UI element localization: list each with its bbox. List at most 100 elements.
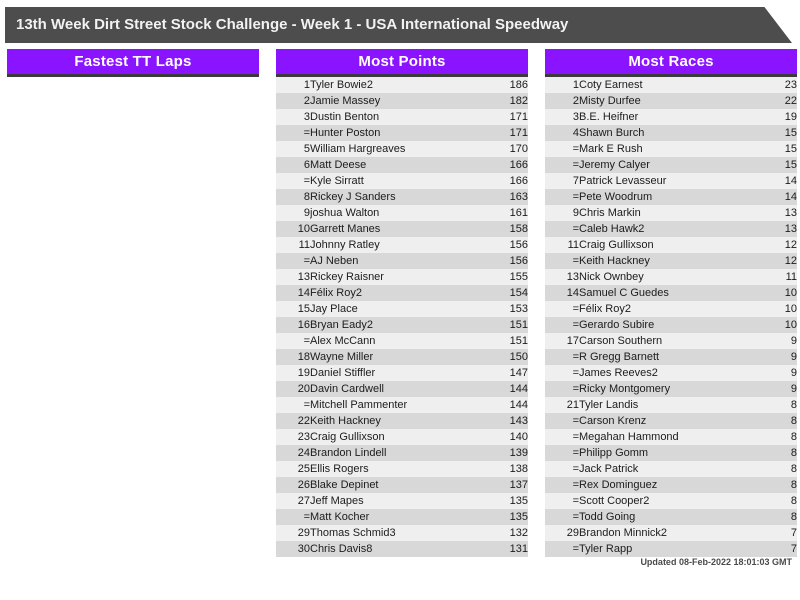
table-row: 26 Blake Depinet 137 — [276, 477, 528, 493]
row-driver-name: Matt Kocher — [310, 511, 370, 523]
row-rank: 6 — [303, 159, 310, 171]
row-value: 155 — [509, 271, 528, 283]
table-row: = Keith Hackney 12 — [545, 253, 797, 269]
row-value: 158 — [509, 223, 528, 235]
row-value: 9 — [790, 351, 797, 363]
panel-body-fastest-tt-laps — [7, 77, 259, 81]
row-value: 7 — [790, 527, 797, 539]
row-driver-name: Todd Going — [579, 511, 636, 523]
row-value: 8 — [790, 495, 797, 507]
row-value: 13 — [784, 223, 797, 235]
table-row: = Tyler Rapp 7 — [545, 541, 797, 557]
row-rank: 23 — [297, 431, 310, 443]
updated-timestamp: Updated 08-Feb-2022 18:01:03 GMT — [640, 557, 792, 567]
row-value: 182 — [509, 95, 528, 107]
table-row: 13 Nick Ownbey 11 — [545, 269, 797, 285]
row-driver-name: Hunter Poston — [310, 127, 381, 139]
table-row: 14 Samuel C Guedes 10 — [545, 285, 797, 301]
table-row: = Mark E Rush 15 — [545, 141, 797, 157]
table-row: 17 Carson Southern 9 — [545, 333, 797, 349]
row-value: 137 — [509, 479, 528, 491]
row-driver-name: joshua Walton — [310, 207, 380, 219]
page-title: 13th Week Dirt Street Stock Challenge - … — [16, 16, 569, 33]
table-row: = Caleb Hawk2 13 — [545, 221, 797, 237]
table-row: 7 Patrick Levasseur 14 — [545, 173, 797, 189]
title-banner-shape — [5, 7, 792, 43]
row-value: 151 — [509, 335, 528, 347]
row-rank: 17 — [566, 335, 579, 347]
row-value: 23 — [784, 79, 797, 91]
table-body-most-points: 1 Tyler Bowie2 186 2 Jamie Massey 182 3 Dustin … — [276, 77, 528, 557]
row-driver-name: Tyler Rapp — [579, 543, 633, 555]
row-value: 154 — [509, 287, 528, 299]
row-driver-name: Jay Place — [310, 303, 358, 315]
row-value: 10 — [784, 287, 797, 299]
row-rank: 3 — [572, 111, 579, 123]
table-row: = Jack Patrick 8 — [545, 461, 797, 477]
row-rank: 15 — [297, 303, 310, 315]
row-value: 131 — [509, 543, 528, 555]
table-row: = Kyle Sirratt 166 — [276, 173, 528, 189]
row-rank: 8 — [303, 191, 310, 203]
row-rank: 10 — [297, 223, 310, 235]
row-rank: 20 — [297, 383, 310, 395]
table-row: = R Gregg Barnett 9 — [545, 349, 797, 365]
row-value: 12 — [784, 239, 797, 251]
row-value: 143 — [509, 415, 528, 427]
panel-title-most-points: Most Points — [276, 49, 528, 77]
row-rank: 1 — [572, 79, 579, 91]
table-row: = Scott Cooper2 8 — [545, 493, 797, 509]
row-value: 13 — [784, 207, 797, 219]
table-most-points: 1 Tyler Bowie2 186 2 Jamie Massey 182 3 Dustin … — [276, 77, 528, 557]
table-row: 8 Rickey J Sanders 163 — [276, 189, 528, 205]
row-value: 150 — [509, 351, 528, 363]
row-rank: 29 — [566, 527, 579, 539]
row-driver-name: Rickey J Sanders — [310, 191, 396, 203]
row-rank: = — [572, 383, 579, 395]
row-driver-name: Thomas Schmid3 — [310, 527, 396, 539]
row-driver-name: Carson Krenz — [579, 415, 647, 427]
table-row: 13 Rickey Raisner 155 — [276, 269, 528, 285]
row-rank: 9 — [572, 207, 579, 219]
row-driver-name: Rickey Raisner — [310, 271, 384, 283]
row-value: 19 — [784, 111, 797, 123]
row-driver-name: Bryan Eady2 — [310, 319, 373, 331]
row-driver-name: Félix Roy2 — [310, 287, 362, 299]
table-row: 9 Chris Markin 13 — [545, 205, 797, 221]
row-rank: 3 — [303, 111, 310, 123]
table-most-races: 1 Coty Earnest 23 2 Misty Durfee 22 3 B.E. Heif… — [545, 77, 797, 557]
row-rank: 21 — [566, 399, 579, 411]
row-value: 151 — [509, 319, 528, 331]
table-row: = AJ Neben 156 — [276, 253, 528, 269]
row-value: 135 — [509, 511, 528, 523]
row-rank: = — [303, 399, 310, 411]
row-driver-name: Davin Cardwell — [310, 383, 384, 395]
row-driver-name: Tyler Bowie2 — [310, 79, 373, 91]
row-driver-name: Patrick Levasseur — [579, 175, 667, 187]
row-rank: 13 — [566, 271, 579, 283]
row-rank: = — [572, 191, 579, 203]
row-driver-name: Caleb Hawk2 — [579, 223, 645, 235]
row-driver-name: Mark E Rush — [579, 143, 643, 155]
row-value: 135 — [509, 495, 528, 507]
table-row: 27 Jeff Mapes 135 — [276, 493, 528, 509]
row-driver-name: B.E. Heifner — [579, 111, 639, 123]
row-rank: 26 — [297, 479, 310, 491]
row-rank: 18 — [297, 351, 310, 363]
row-driver-name: Chris Davis8 — [310, 543, 373, 555]
table-row: = Jeremy Calyer 15 — [545, 157, 797, 173]
row-driver-name: Matt Deese — [310, 159, 367, 171]
row-value: 14 — [784, 175, 797, 187]
row-rank: 30 — [297, 543, 310, 555]
table-row: 4 Shawn Burch 15 — [545, 125, 797, 141]
row-rank: = — [303, 255, 310, 267]
table-row: 29 Thomas Schmid3 132 — [276, 525, 528, 541]
row-rank: = — [572, 431, 579, 443]
table-row: 19 Daniel Stiffler 147 — [276, 365, 528, 381]
row-value: 8 — [790, 415, 797, 427]
table-row: 14 Félix Roy2 154 — [276, 285, 528, 301]
title-banner: 13th Week Dirt Street Stock Challenge - … — [5, 7, 792, 43]
table-row: 20 Davin Cardwell 144 — [276, 381, 528, 397]
row-value: 22 — [784, 95, 797, 107]
row-value: 144 — [509, 383, 528, 395]
